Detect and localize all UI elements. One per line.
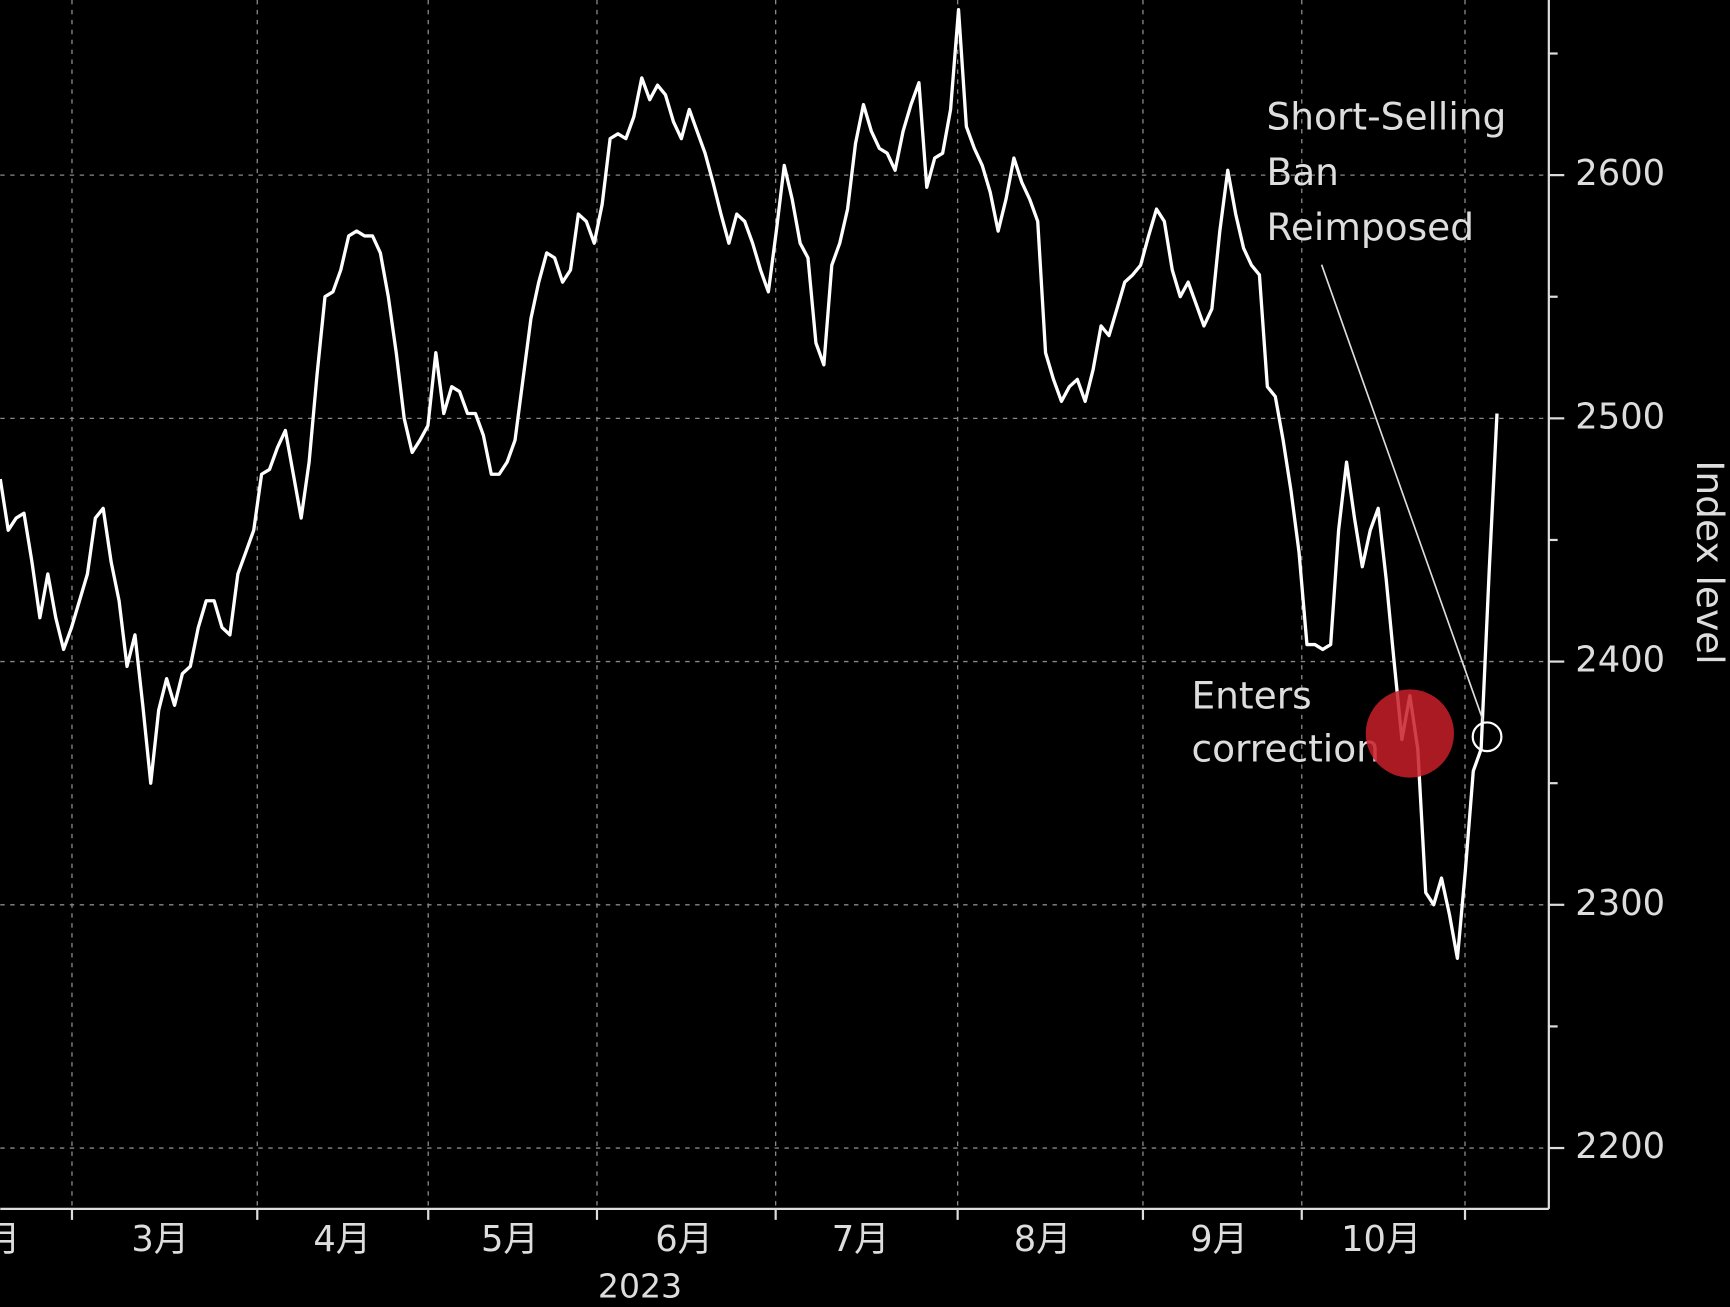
x-tick-label: 2月 <box>0 1219 20 1260</box>
annotation-marker <box>1471 721 1503 753</box>
annotation-marker <box>1365 689 1454 778</box>
annotation-text: Ban <box>1266 150 1338 194</box>
x-tick-label: 7月 <box>832 1219 890 1260</box>
y-tick-label: 2200 <box>1575 1126 1665 1167</box>
annotation-text: Enters <box>1191 674 1311 718</box>
x-tick-label: 3月 <box>131 1219 189 1260</box>
annotation-text: Short-Selling <box>1266 95 1506 139</box>
x-tick-label: 8月 <box>1014 1219 1072 1260</box>
index-line <box>0 8 1499 961</box>
x-tick-label: 10月 <box>1341 1219 1421 1260</box>
annotation-leader <box>1320 264 1485 723</box>
annotation-text: Reimposed <box>1266 205 1474 249</box>
x-tick-label: 4月 <box>313 1219 371 1260</box>
y-tick-label: 2500 <box>1575 396 1665 437</box>
y-axis-title: Index level <box>1688 460 1730 664</box>
annotation-text: correction <box>1191 727 1379 771</box>
x-tick-label: 9月 <box>1190 1219 1248 1260</box>
x-tick-label: 5月 <box>481 1219 539 1260</box>
y-tick-label: 2400 <box>1575 640 1665 681</box>
y-tick-label: 2300 <box>1575 883 1665 924</box>
x-axis-year: 2023 <box>598 1267 682 1306</box>
y-tick-label: 2600 <box>1575 153 1665 194</box>
x-tick-label: 6月 <box>655 1219 713 1260</box>
